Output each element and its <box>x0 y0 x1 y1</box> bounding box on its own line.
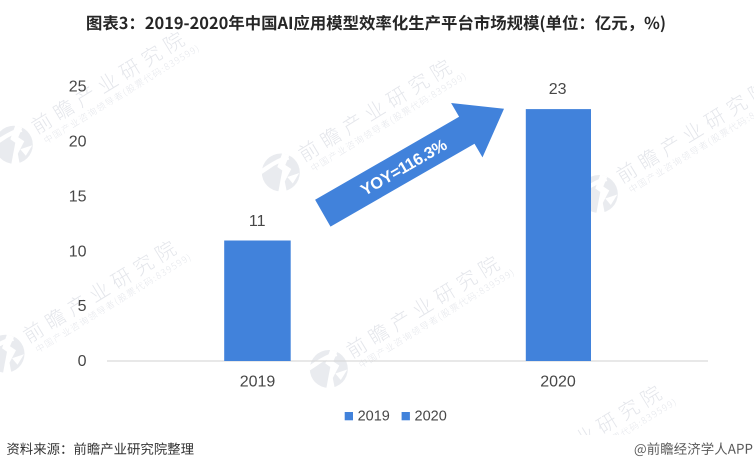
svg-text:20: 20 <box>69 133 87 150</box>
svg-text:25: 25 <box>69 78 87 95</box>
svg-text:0: 0 <box>78 353 87 370</box>
svg-text:2020: 2020 <box>415 409 447 425</box>
svg-text:10: 10 <box>69 243 87 260</box>
svg-text:15: 15 <box>69 188 87 205</box>
svg-text:5: 5 <box>78 298 87 315</box>
svg-text:2019: 2019 <box>240 373 276 390</box>
svg-text:2019: 2019 <box>358 409 390 425</box>
svg-text:11: 11 <box>249 213 266 230</box>
svg-text:2020: 2020 <box>540 373 576 390</box>
svg-text:23: 23 <box>549 81 567 98</box>
